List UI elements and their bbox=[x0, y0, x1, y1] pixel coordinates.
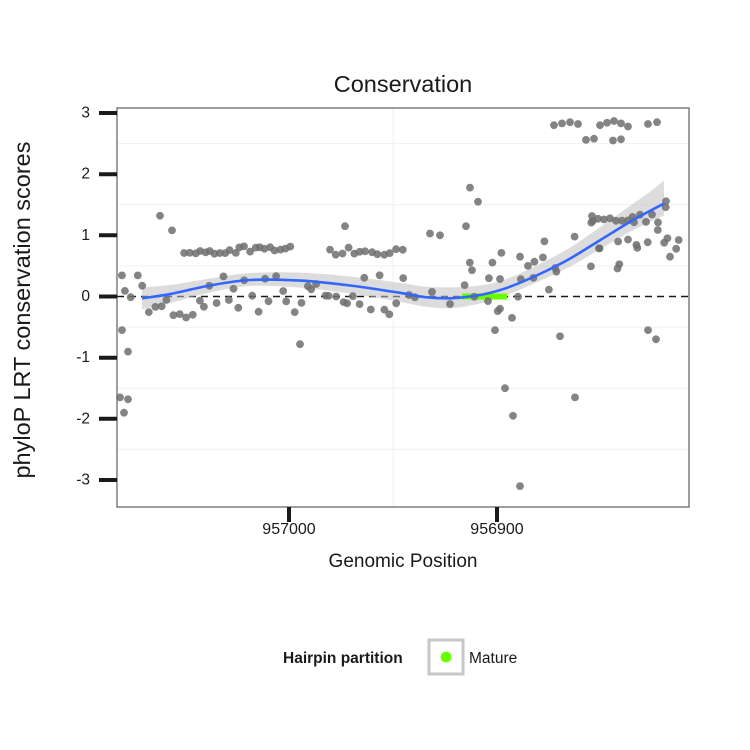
svg-text:-1: -1 bbox=[76, 349, 90, 366]
svg-text:-2: -2 bbox=[76, 410, 90, 427]
svg-text:Conservation: Conservation bbox=[334, 71, 472, 97]
svg-text:3: 3 bbox=[81, 105, 90, 122]
svg-text:Mature: Mature bbox=[469, 650, 517, 667]
svg-text:phyloP LRT conservation scores: phyloP LRT conservation scores bbox=[9, 141, 35, 478]
svg-text:Hairpin partition: Hairpin partition bbox=[283, 650, 403, 667]
svg-text:956900: 956900 bbox=[470, 521, 523, 538]
svg-text:957000: 957000 bbox=[262, 521, 315, 538]
svg-text:1: 1 bbox=[81, 227, 90, 244]
svg-text:-3: -3 bbox=[76, 472, 90, 489]
svg-text:2: 2 bbox=[81, 166, 90, 183]
svg-text:0: 0 bbox=[81, 288, 90, 305]
svg-text:Genomic Position: Genomic Position bbox=[329, 551, 478, 572]
